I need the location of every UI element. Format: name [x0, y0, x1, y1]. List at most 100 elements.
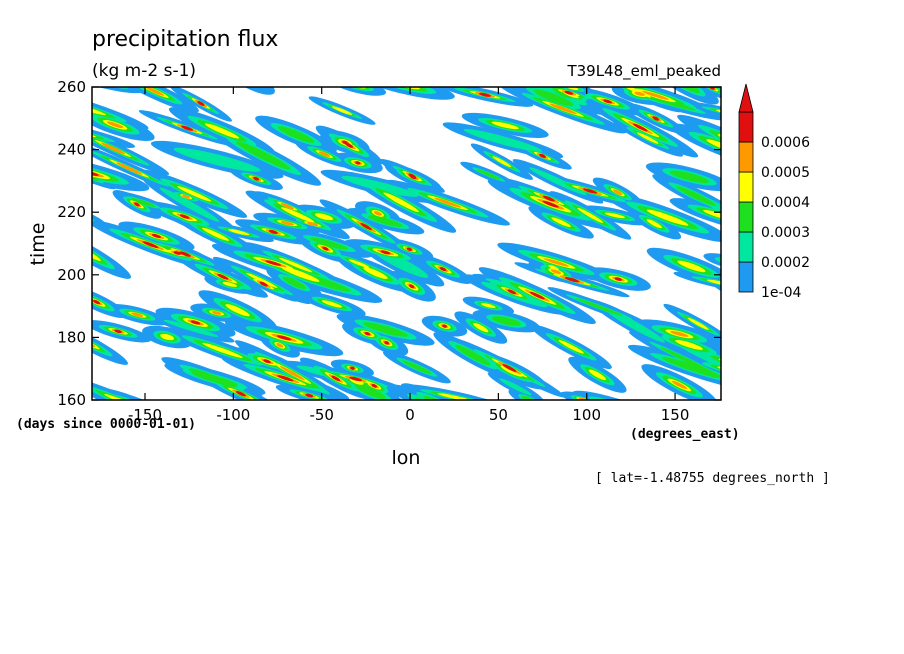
precip-cell	[402, 360, 432, 375]
precip-cell	[188, 368, 236, 388]
run-label: T39L48_eml_peaked	[566, 62, 721, 81]
colorbar-label: 1e-04	[761, 285, 801, 301]
precip-cell	[363, 322, 409, 337]
precip-cell	[190, 320, 201, 325]
precip-cell	[225, 304, 250, 317]
precip-cell	[687, 317, 709, 330]
precip-cell	[476, 169, 501, 180]
precip-cell	[703, 209, 721, 221]
precip-cell	[217, 273, 229, 280]
precip-cell	[64, 128, 90, 137]
precip-cell	[614, 277, 623, 281]
precip-cell	[473, 322, 489, 333]
colorbar-label: 0.0004	[761, 195, 810, 211]
precip-cell	[492, 156, 512, 168]
precip-cell	[409, 284, 415, 289]
precip-cell	[603, 99, 613, 104]
precip-cell	[332, 106, 353, 115]
precip-cell	[637, 132, 659, 144]
chart-units: (kg m-2 s-1)	[92, 61, 196, 81]
precip-cell	[342, 140, 348, 145]
precip-cell	[173, 251, 182, 255]
precip-cell	[722, 367, 743, 375]
precip-cell	[58, 95, 89, 114]
precip-cell	[406, 247, 413, 251]
precip-cell	[179, 214, 190, 219]
precip-cell	[92, 101, 106, 116]
precip-cell	[542, 195, 555, 202]
precip-cell	[588, 369, 606, 381]
precip-cell	[499, 378, 532, 396]
precip-cell	[564, 277, 580, 283]
precip-cell	[565, 87, 579, 90]
precip-cell	[113, 397, 131, 400]
precip-cell	[360, 222, 372, 231]
precip-cell	[669, 170, 710, 184]
precip-cell	[348, 259, 370, 268]
precip-cell	[455, 344, 491, 366]
precip-cell	[439, 267, 447, 272]
y-axis: 160 180 200 220 240 260	[57, 78, 721, 409]
precip-cell	[253, 176, 260, 181]
precip-cell	[646, 219, 663, 229]
precip-cell	[280, 207, 315, 223]
precip-cell	[310, 237, 349, 250]
precip-cell	[632, 123, 648, 132]
precip-cell	[564, 90, 574, 95]
precip-cell	[179, 251, 191, 257]
precip-cell	[479, 92, 491, 97]
precip-cell	[604, 212, 625, 219]
colorbar-swatch	[738, 201, 754, 233]
precip-cell	[263, 359, 271, 364]
precip-cell	[481, 303, 496, 309]
precip-cell	[390, 384, 482, 400]
precip-cell	[726, 368, 739, 374]
precip-cell	[354, 383, 386, 399]
precip-cell	[577, 207, 604, 223]
precip-cell	[151, 233, 162, 239]
precip-cell	[211, 310, 222, 315]
precip-cell	[434, 197, 462, 208]
precip-cell	[642, 94, 696, 111]
precip-cell	[549, 103, 577, 115]
precip-cell	[235, 391, 246, 397]
colorbar-label: 0.0005	[761, 165, 810, 181]
colorbar: 1e-04 0.0002 0.0003 0.0004 0.0005 0.0006	[738, 83, 810, 301]
precip-cell	[279, 366, 305, 381]
y-tick-label: 220	[57, 203, 86, 221]
precip-cell	[720, 110, 721, 116]
precip-cell	[420, 400, 451, 419]
chart-title: precipitation flux	[92, 27, 278, 52]
precip-cell	[500, 365, 523, 377]
precip-cell	[575, 297, 624, 317]
y-tick-label: 200	[57, 266, 86, 284]
precip-cell	[341, 175, 419, 197]
x-tick-label: -100	[216, 406, 250, 424]
precip-cell	[606, 309, 665, 343]
precip-cell	[724, 70, 754, 85]
precip-cell	[349, 376, 362, 382]
precip-cell	[58, 285, 87, 303]
precip-cell	[646, 209, 689, 226]
precip-cell	[373, 249, 429, 278]
precip-cell	[612, 189, 623, 196]
precip-cell	[276, 343, 284, 348]
precip-cell	[661, 357, 721, 379]
precip-cell	[70, 129, 85, 136]
precip-cell	[265, 260, 282, 266]
x-axis-label: lon	[392, 447, 421, 469]
precip-cell	[719, 67, 761, 88]
precip-cell	[222, 281, 237, 287]
precip-cell	[202, 227, 229, 241]
precip-cell	[67, 100, 82, 109]
precip-cell	[383, 192, 420, 213]
x-tick-label: -150	[128, 406, 162, 424]
precip-cell	[491, 316, 521, 326]
precip-cell	[725, 360, 752, 374]
contour-level-6	[70, 87, 739, 398]
precip-cell	[259, 281, 268, 287]
precip-cell	[550, 269, 562, 274]
precip-cell	[92, 319, 128, 365]
precip-cell	[305, 393, 314, 398]
